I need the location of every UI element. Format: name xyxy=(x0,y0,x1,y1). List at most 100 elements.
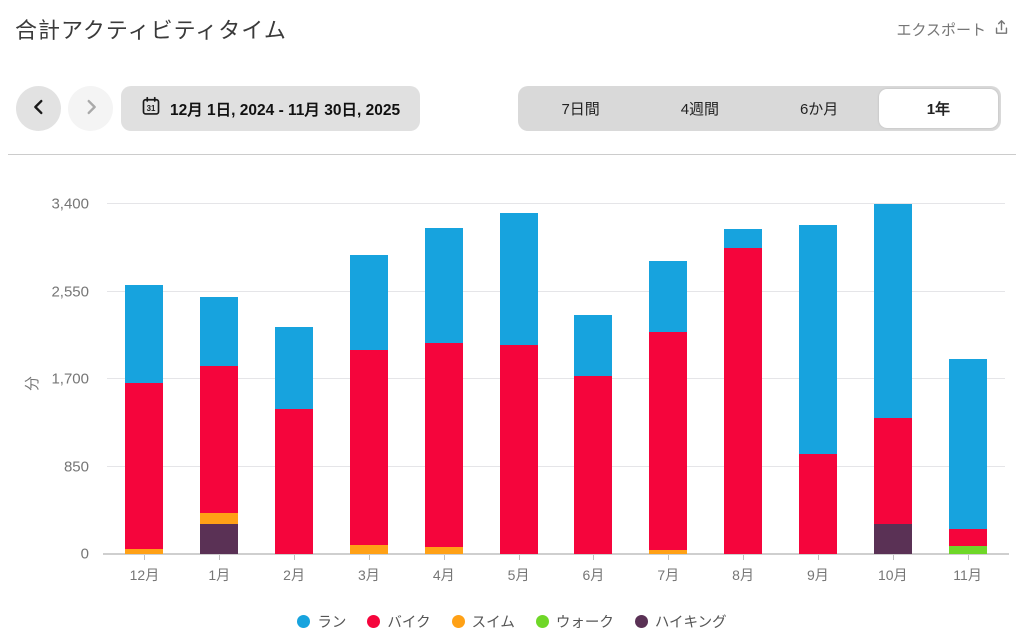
x-tick-label-3月: 3月 xyxy=(358,567,380,583)
x-tick xyxy=(294,555,296,560)
gridline-850 xyxy=(107,465,1005,467)
x-tick-label-7月: 7月 xyxy=(657,567,680,583)
legend-label-ウォーク: ウォーク xyxy=(555,615,614,631)
x-axis-line xyxy=(103,553,1009,555)
tab-4weeks[interactable]: 4週間 xyxy=(640,89,759,128)
x-tick-label-11月: 11月 xyxy=(953,567,982,583)
bar-segment-バイク[interactable] xyxy=(948,528,987,547)
bar-segment-スイム[interactable] xyxy=(200,513,239,524)
bar-segment-ラン[interactable] xyxy=(724,229,763,248)
next-period-button[interactable] xyxy=(68,86,113,131)
bar-segment-ラン[interactable] xyxy=(574,315,613,377)
tab-6months[interactable]: 6か月 xyxy=(760,89,879,128)
header-divider xyxy=(8,154,1016,155)
x-tick xyxy=(593,555,595,560)
tab-1year[interactable]: 1年 xyxy=(878,89,998,128)
x-axis-ticks xyxy=(107,555,1005,561)
x-tick-label-12月: 12月 xyxy=(129,567,160,583)
bar-segment-バイク[interactable] xyxy=(125,383,164,550)
previous-period-button[interactable] xyxy=(16,86,61,131)
x-tick xyxy=(668,555,670,560)
y-tick-label-3400: 3,400 xyxy=(51,195,89,213)
bar-segment-ラン[interactable] xyxy=(649,260,688,332)
legend-label-スイム: スイム xyxy=(471,615,515,631)
legend-label-ハイキング: ハイキング xyxy=(654,615,727,631)
x-tick xyxy=(443,555,445,560)
bar-segment-バイク[interactable] xyxy=(200,366,239,514)
legend-item-スイム[interactable]: スイム xyxy=(451,611,515,632)
bar-segment-バイク[interactable] xyxy=(275,408,314,554)
bar-segment-ラン[interactable] xyxy=(125,285,164,384)
page-title: 合計アクティビティタイム xyxy=(15,18,287,43)
bar-8月[interactable] xyxy=(724,229,763,554)
bar-segment-ラン[interactable] xyxy=(275,327,314,409)
bar-segment-バイク[interactable] xyxy=(424,342,463,548)
legend-label-バイク: バイク xyxy=(387,615,431,631)
bar-segment-バイク[interactable] xyxy=(574,376,613,554)
y-tick-label-850: 850 xyxy=(63,458,89,475)
x-tick-label-6月: 6月 xyxy=(582,567,605,583)
bar-segment-スイム[interactable] xyxy=(125,549,164,554)
x-tick xyxy=(817,555,819,560)
bar-2月[interactable] xyxy=(275,327,314,554)
legend-dot-ハイキング xyxy=(634,615,648,628)
bar-segment-ラン[interactable] xyxy=(873,203,912,418)
bar-segment-バイク[interactable] xyxy=(873,417,912,524)
bar-12月[interactable] xyxy=(125,285,164,554)
legend-item-ハイキング[interactable]: ハイキング xyxy=(634,611,727,632)
bar-segment-バイク[interactable] xyxy=(349,349,388,545)
bar-segment-バイク[interactable] xyxy=(724,247,763,554)
bar-segment-ハイキング[interactable] xyxy=(200,523,239,554)
bar-3月[interactable] xyxy=(349,254,388,554)
legend-dot-ラン xyxy=(297,615,311,628)
bar-segment-バイク[interactable] xyxy=(499,344,538,554)
svg-text:31: 31 xyxy=(147,104,156,113)
chevron-left-icon xyxy=(28,96,50,121)
bar-segment-ラン[interactable] xyxy=(499,212,538,345)
bar-segment-バイク[interactable] xyxy=(649,331,688,550)
x-tick-label-9月: 9月 xyxy=(807,567,829,583)
legend-item-バイク[interactable]: バイク xyxy=(367,611,431,632)
bar-9月[interactable] xyxy=(798,225,837,554)
chevron-right-icon xyxy=(80,96,102,121)
x-tick xyxy=(743,555,745,560)
gridline-3400 xyxy=(107,203,1005,204)
bar-segment-ハイキング[interactable] xyxy=(873,523,912,554)
x-tick-label-8月: 8月 xyxy=(732,567,754,583)
x-tick xyxy=(892,555,894,560)
bar-1月[interactable] xyxy=(200,297,239,554)
bar-11月[interactable] xyxy=(948,359,987,554)
bar-segment-スイム[interactable] xyxy=(649,549,688,554)
bar-segment-ラン[interactable] xyxy=(200,297,239,367)
calendar-icon: 31 xyxy=(141,96,161,121)
date-range-picker[interactable]: 31 12月 1日, 2024 - 11月 30日, 2025 xyxy=(121,86,421,131)
y-tick-label-0: 0 xyxy=(80,545,89,563)
export-icon xyxy=(993,19,1010,40)
bar-segment-ラン[interactable] xyxy=(948,359,987,529)
y-axis-labels: 0 850 1,700 2,550 3,400 xyxy=(30,196,97,563)
bar-6月[interactable] xyxy=(574,315,613,554)
bar-segment-スイム[interactable] xyxy=(349,544,388,554)
tab-7days[interactable]: 7日間 xyxy=(521,89,640,128)
bar-7月[interactable] xyxy=(649,260,688,554)
bar-segment-ラン[interactable] xyxy=(349,254,388,350)
legend-item-ウォーク[interactable]: ウォーク xyxy=(535,611,614,632)
legend-dot-ウォーク xyxy=(535,615,549,628)
bar-4月[interactable] xyxy=(424,227,463,554)
y-tick-label-1700: 1,700 xyxy=(51,370,89,388)
x-tick xyxy=(518,555,520,560)
legend-dot-バイク xyxy=(367,615,381,628)
plot-area xyxy=(103,203,1009,555)
bar-segment-バイク[interactable] xyxy=(798,454,837,554)
x-tick-label-1月: 1月 xyxy=(208,567,231,583)
export-button[interactable]: エクスポート xyxy=(896,19,1010,40)
x-tick-label-10月: 10月 xyxy=(877,567,908,583)
bar-5月[interactable] xyxy=(499,212,538,554)
bar-10月[interactable] xyxy=(873,203,912,554)
bar-segment-ラン[interactable] xyxy=(424,227,463,343)
bar-segment-ラン[interactable] xyxy=(798,225,837,455)
chart-legend: ラン バイク スイム ウォーク ハイキング xyxy=(0,611,1024,632)
bar-segment-スイム[interactable] xyxy=(424,547,463,554)
legend-item-ラン[interactable]: ラン xyxy=(297,611,346,632)
bar-segment-ウォーク[interactable] xyxy=(948,546,987,554)
